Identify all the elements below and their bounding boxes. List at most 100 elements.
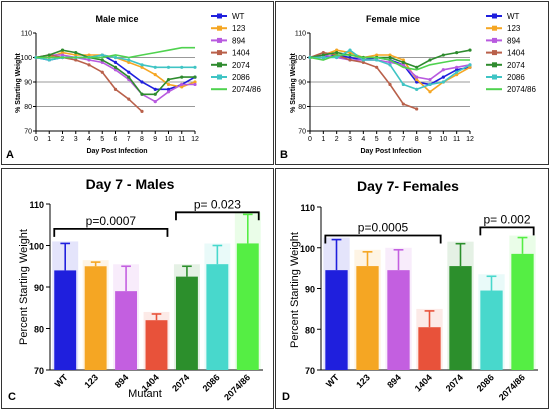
chart-b-legend-marker-2086 (492, 74, 497, 80)
chart-a-point-wt (113, 60, 118, 64)
chart-b-legend-marker-wt (492, 13, 497, 19)
chart-a-legend-label-1404: 1404 (232, 49, 250, 58)
chart-c-x-tick-label-2074-86: 2074/86 (222, 372, 252, 402)
chart-b-point-1404 (401, 102, 405, 106)
chart-d-x-tick-label-2086: 2086 (475, 372, 496, 393)
chart-b-line-2074-86 (309, 54, 470, 71)
chart-d-y-tick-label: 90 (305, 285, 315, 295)
chart-d-bar-2074 (449, 266, 472, 370)
chart-a-point-123 (60, 51, 65, 55)
chart-c-pvalue-label-1: p=0.0007 (86, 214, 137, 228)
chart-a-point-123 (166, 82, 171, 87)
chart-b-point-2086 (375, 58, 379, 62)
chart-b-y-tick-label: 70 (298, 129, 306, 136)
chart-b-legend-label-2086: 2086 (507, 73, 525, 82)
chart-b-point-2074 (335, 51, 339, 55)
chart-a-point-2074 (127, 75, 131, 79)
chart-a-point-894 (166, 90, 171, 94)
chart-a-y-tick-label: 100 (20, 55, 32, 62)
chart-a-point-894 (60, 53, 65, 57)
chart-a-point-123 (87, 53, 91, 57)
chart-b-point-2074 (441, 53, 445, 57)
chart-c-y-tick-label: 110 (29, 200, 44, 210)
chart-a-y-tick-label: 90 (24, 80, 32, 87)
chart-b-point-1404 (375, 65, 379, 69)
chart-a-point-2086 (180, 65, 184, 69)
chart-d-y-tick-label: 100 (300, 244, 315, 254)
chart-a-point-123 (74, 53, 78, 57)
chart-d: 70 80 90 100 110 WT 123 894 1404 2074 2086 2074/86 p… (300, 203, 538, 402)
chart-a-line-2074-86 (36, 46, 195, 59)
chart-d-bar-wt (325, 270, 348, 370)
chart-b-point-894 (401, 63, 405, 67)
chart-a-legend-marker-2074 (217, 62, 222, 68)
chart-d-bar-123 (356, 266, 379, 370)
panel-a-frame (1, 1, 274, 165)
chart-a-point-894 (180, 82, 184, 87)
panel-label-b: B (280, 149, 288, 161)
chart-d-x-tick-label-894: 894 (385, 372, 403, 390)
panel-b-frame (275, 1, 549, 165)
chart-b-x-tick-label: 8 (415, 136, 419, 143)
chart-a-point-894 (153, 100, 157, 104)
chart-b-point-123 (428, 90, 432, 94)
chart-d-x-tick-label-2074-86: 2074/86 (497, 372, 527, 402)
chart-a-legend-label-wt: WT (232, 12, 245, 21)
chart-a-point-2086 (113, 55, 118, 60)
chart-c-x-tick-label-2086: 2086 (201, 372, 222, 393)
chart-d-bar-1404 (418, 327, 441, 370)
chart-b-ylabel: % Starting Weight (290, 52, 297, 112)
chart-b-point-2086 (348, 48, 352, 52)
panel-d-frame (275, 168, 549, 409)
chart-d-x-tick-label-wt: WT (324, 372, 341, 389)
panel-label-d: D (282, 391, 290, 403)
chart-c-title: Day 7 - Males (86, 176, 175, 192)
chart-b-legend-label-2074: 2074 (507, 61, 525, 70)
chart-b-point-2086 (441, 80, 445, 84)
chart-b-point-123 (348, 51, 352, 55)
chart-b-title: Female mice (366, 14, 420, 24)
chart-a-point-2074 (47, 53, 51, 57)
chart-a-point-1404 (113, 87, 118, 91)
chart-b-point-2086 (428, 82, 432, 87)
chart-b-point-894 (415, 75, 419, 79)
chart-b-point-wt (441, 75, 445, 79)
chart-b-y-tick-label: 110 (295, 31, 306, 38)
chart-b-point-2074 (388, 55, 392, 60)
chart-b-point-1404 (321, 51, 325, 55)
chart-b-point-123 (401, 58, 405, 62)
chart-b-point-2086 (361, 58, 365, 62)
chart-a-point-123 (140, 65, 144, 69)
chart-b-point-2086 (335, 55, 339, 60)
chart-a-point-2086 (47, 58, 51, 62)
chart-b-point-2074 (468, 48, 472, 52)
chart-c-bar-wt (54, 270, 77, 370)
chart-b-legend-marker-1404 (492, 50, 497, 56)
chart-c-ylabel: Percent Starting Weight (18, 229, 30, 345)
chart-a-x-tick-label: 0 (34, 136, 38, 143)
chart-a-point-2086 (166, 65, 171, 69)
chart-b-x-tick-label: 6 (388, 136, 392, 143)
chart-a-point-1404 (100, 70, 104, 74)
chart-b-point-1404 (388, 82, 392, 87)
chart-a-legend-label-894: 894 (232, 36, 246, 45)
chart-d-title: Day 7- Females (357, 178, 459, 194)
chart-a-x-tick-label: 1 (47, 136, 51, 143)
chart-a-point-2074 (100, 58, 104, 62)
chart-a-legend-marker-894 (217, 37, 222, 43)
chart-a-point-1404 (74, 58, 78, 62)
chart-a-point-2074 (140, 92, 144, 96)
chart-a-point-894 (113, 68, 118, 72)
chart-b-x-tick-label: 10 (439, 136, 447, 143)
chart-b-point-2086 (468, 63, 472, 67)
chart-c-x-tick-label-wt: WT (53, 372, 70, 389)
chart-a-point-894 (100, 60, 104, 64)
chart-d-x-tick-label-2074: 2074 (444, 372, 465, 393)
chart-a-point-2074 (193, 75, 197, 79)
chart-b-point-2086 (455, 70, 459, 74)
chart-a-x-tick-label: 7 (127, 136, 131, 143)
chart-a-point-894 (193, 82, 197, 87)
